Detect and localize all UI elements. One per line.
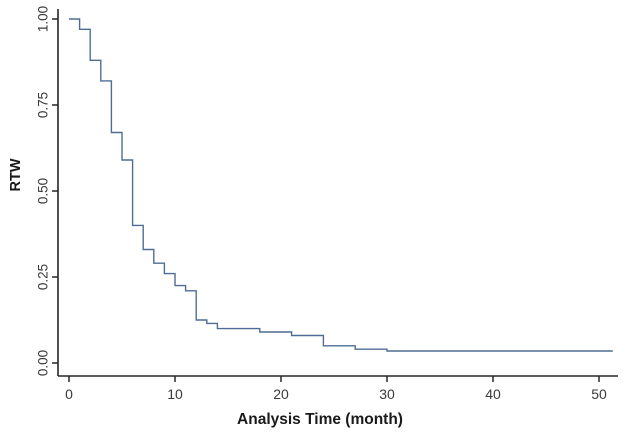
x-axis-title: Analysis Time (month)	[237, 411, 403, 428]
x-tick-label: 20	[273, 386, 289, 402]
x-tick-label: 0	[65, 386, 73, 402]
x-tick-label: 40	[485, 386, 501, 402]
km-survival-curve	[69, 18, 613, 352]
x-tick-label: 30	[379, 386, 395, 402]
y-tick-label: 0.00	[36, 350, 51, 376]
x-tick-label: 10	[167, 386, 183, 402]
x-tick-label: 50	[591, 386, 607, 402]
y-tick-label: 0.50	[36, 178, 51, 204]
y-tick-label: 0.25	[36, 264, 51, 290]
y-tick-label: 1.00	[36, 6, 51, 32]
y-axis-title: RTW	[8, 158, 24, 191]
y-tick-label: 0.75	[36, 92, 51, 118]
